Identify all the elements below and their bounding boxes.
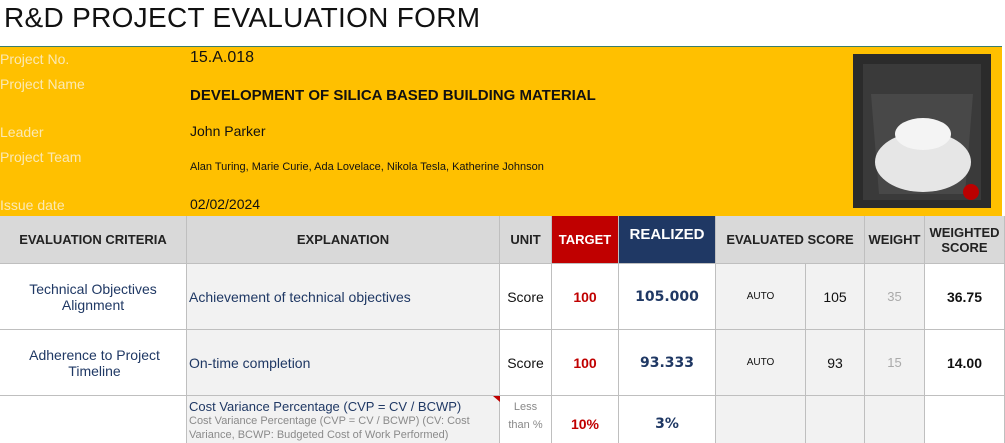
realized: 93.333 [619,330,716,396]
field-value: 15.A.018 [190,49,255,66]
weight: 15 [865,330,925,396]
evaluated-score: 105 [806,264,865,330]
field-value: Alan Turing, Marie Curie, Ada Lovelace, … [190,161,544,173]
realized: 105.000 [619,264,716,330]
explanation: Achievement of technical objectives [187,264,500,330]
field-label: Issue date [0,197,65,213]
field-label: Project No. [0,51,70,67]
method: AUTO [716,330,806,396]
field-label: Leader [0,124,44,140]
target: 10% [552,396,619,443]
field-label: Project Team [0,149,82,165]
powder [875,132,971,192]
form-title: R&D PROJECT EVALUATION FORM [4,2,481,33]
field-value: DEVELOPMENT OF SILICA BASED BUILDING MAT… [190,87,596,104]
field-value: 02/02/2024 [190,196,261,212]
column-header: EVALUATION CRITERIA [0,216,187,264]
field-label: Project Name [0,76,85,92]
weighted-score: 14.00 [925,330,1005,396]
criteria: Technical Objectives Alignment [0,264,187,330]
column-header: REALIZED [619,216,716,264]
explanation: On-time completion [187,330,500,396]
column-header: EVALUATED SCORE [716,216,865,264]
product-photo [853,54,991,208]
target: 100 [552,264,619,330]
column-header: WEIGHTED SCORE [925,216,1005,264]
comment-marker [493,396,500,402]
criteria: Adherence to Project Timeline [0,330,187,396]
unit: Score [500,330,552,396]
column-header: UNIT [500,216,552,264]
weighted-score [925,396,1005,443]
unit: Score [500,264,552,330]
explanation-note: Cost Variance Percentage (CVP = CV / BCW… [189,415,470,441]
method: AUTO [716,264,806,330]
weight: 35 [865,264,925,330]
realized: 3% [619,396,716,443]
column-header: EXPLANATION [187,216,500,264]
evaluated-score: 93 [806,330,865,396]
weight [865,396,925,443]
unit: Less than % [500,396,552,443]
explanation-cell: Cost Variance Percentage (CVP = CV / BCW… [187,396,500,443]
comment-flag [493,396,500,402]
weighted-score: 36.75 [925,264,1005,330]
target: 100 [552,330,619,396]
logo [963,184,979,200]
column-header: WEIGHT [865,216,925,264]
field-value: John Parker [190,123,266,139]
project-info [0,46,1002,216]
method [716,396,806,443]
criteria [0,396,187,443]
powder-top [895,118,951,150]
explanation: Cost Variance Percentage (CVP = CV / BCW… [189,399,462,414]
evaluated-score [806,396,865,443]
column-header: TARGET [552,216,619,264]
